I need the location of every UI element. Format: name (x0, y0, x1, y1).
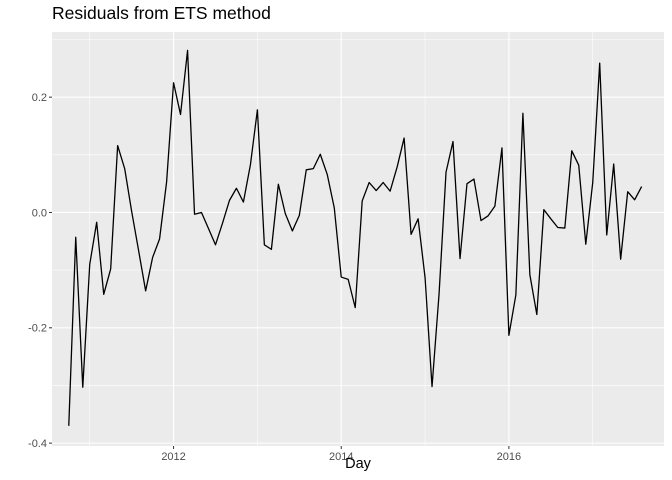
y-tick-label: 0.0 (32, 207, 47, 219)
residuals-series-line (68, 49, 643, 426)
x-tick-label: 2016 (497, 451, 521, 463)
x-axis-title: Day (345, 456, 371, 472)
chart-title: Residuals from ETS method (52, 3, 271, 23)
y-axis: -0.4 -0.2 0.0 0.2 (28, 92, 52, 450)
y-tick-label: -0.4 (28, 438, 47, 450)
x-tick-label: 2014 (329, 451, 353, 463)
y-tick-label: -0.2 (28, 323, 47, 335)
x-axis: 2012 2014 2016 (161, 446, 521, 463)
plot-panel (52, 32, 664, 446)
y-tick-label: 0.2 (32, 92, 47, 104)
x-tick-label: 2012 (161, 451, 185, 463)
major-gridlines (52, 32, 664, 446)
